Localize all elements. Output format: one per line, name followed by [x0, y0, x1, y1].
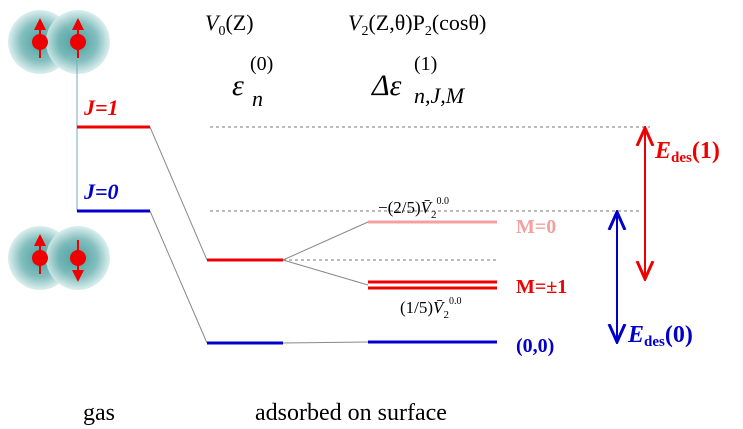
eps-sup: (0) [250, 53, 273, 75]
text-part: 2 [361, 24, 368, 39]
text-part: (0) [665, 322, 693, 348]
v2-label: V2(Z,θ)P2(cosθ) [348, 10, 486, 39]
text-part: 0.0 [437, 196, 450, 207]
text-part: (Z) [225, 10, 253, 35]
edes1-label: Edes(1) [654, 138, 720, 166]
text-part: E [627, 322, 644, 348]
adsorbed-label: adsorbed on surface [255, 400, 447, 426]
text-part: V̄ [421, 198, 434, 217]
connectors [149, 126, 369, 344]
text-part: (cosθ) [432, 10, 487, 35]
dashed-lines [210, 126, 650, 261]
gas-label: gas [83, 400, 115, 426]
deps-sup: (1) [414, 53, 437, 75]
text-part: −(2/5) [378, 198, 421, 217]
deps-sub: n,J,M [414, 83, 466, 108]
m0-label: M=0 [516, 216, 556, 238]
text-part: E [654, 138, 671, 164]
g00-label: (0,0) [516, 335, 554, 357]
text-part: (1/5) [400, 298, 433, 317]
text-part: 0.0 [449, 296, 462, 307]
eps-label: ε [232, 69, 244, 102]
eps-sub: n [252, 86, 263, 111]
text-part: 2 [431, 209, 437, 221]
molecule-bottom [8, 226, 110, 290]
coef-m0: −(2/5)V̄20.0 [378, 196, 449, 221]
deps-label: Δε [371, 69, 402, 102]
m1-label: M=±1 [516, 276, 567, 298]
text-part: V [348, 10, 364, 35]
text-part: V̄ [433, 298, 446, 317]
edes0-label: Edes(0) [627, 322, 693, 350]
text-part: (1) [692, 138, 720, 164]
coef-m1: (1/5)V̄20.0 [400, 296, 461, 321]
text-part: des [671, 150, 692, 166]
text-part: V [205, 10, 221, 35]
molecule-top [8, 10, 110, 74]
text-part: 2 [443, 309, 449, 321]
text-part: (Z,θ)P [368, 10, 424, 35]
levels [77, 125, 497, 345]
text-part: des [644, 334, 665, 350]
j0-label: J=0 [83, 179, 119, 204]
text-part: 2 [425, 24, 432, 39]
text-part: 0 [218, 24, 225, 39]
j1-label: J=1 [83, 95, 119, 120]
v0-label: V0(Z) [205, 10, 254, 39]
